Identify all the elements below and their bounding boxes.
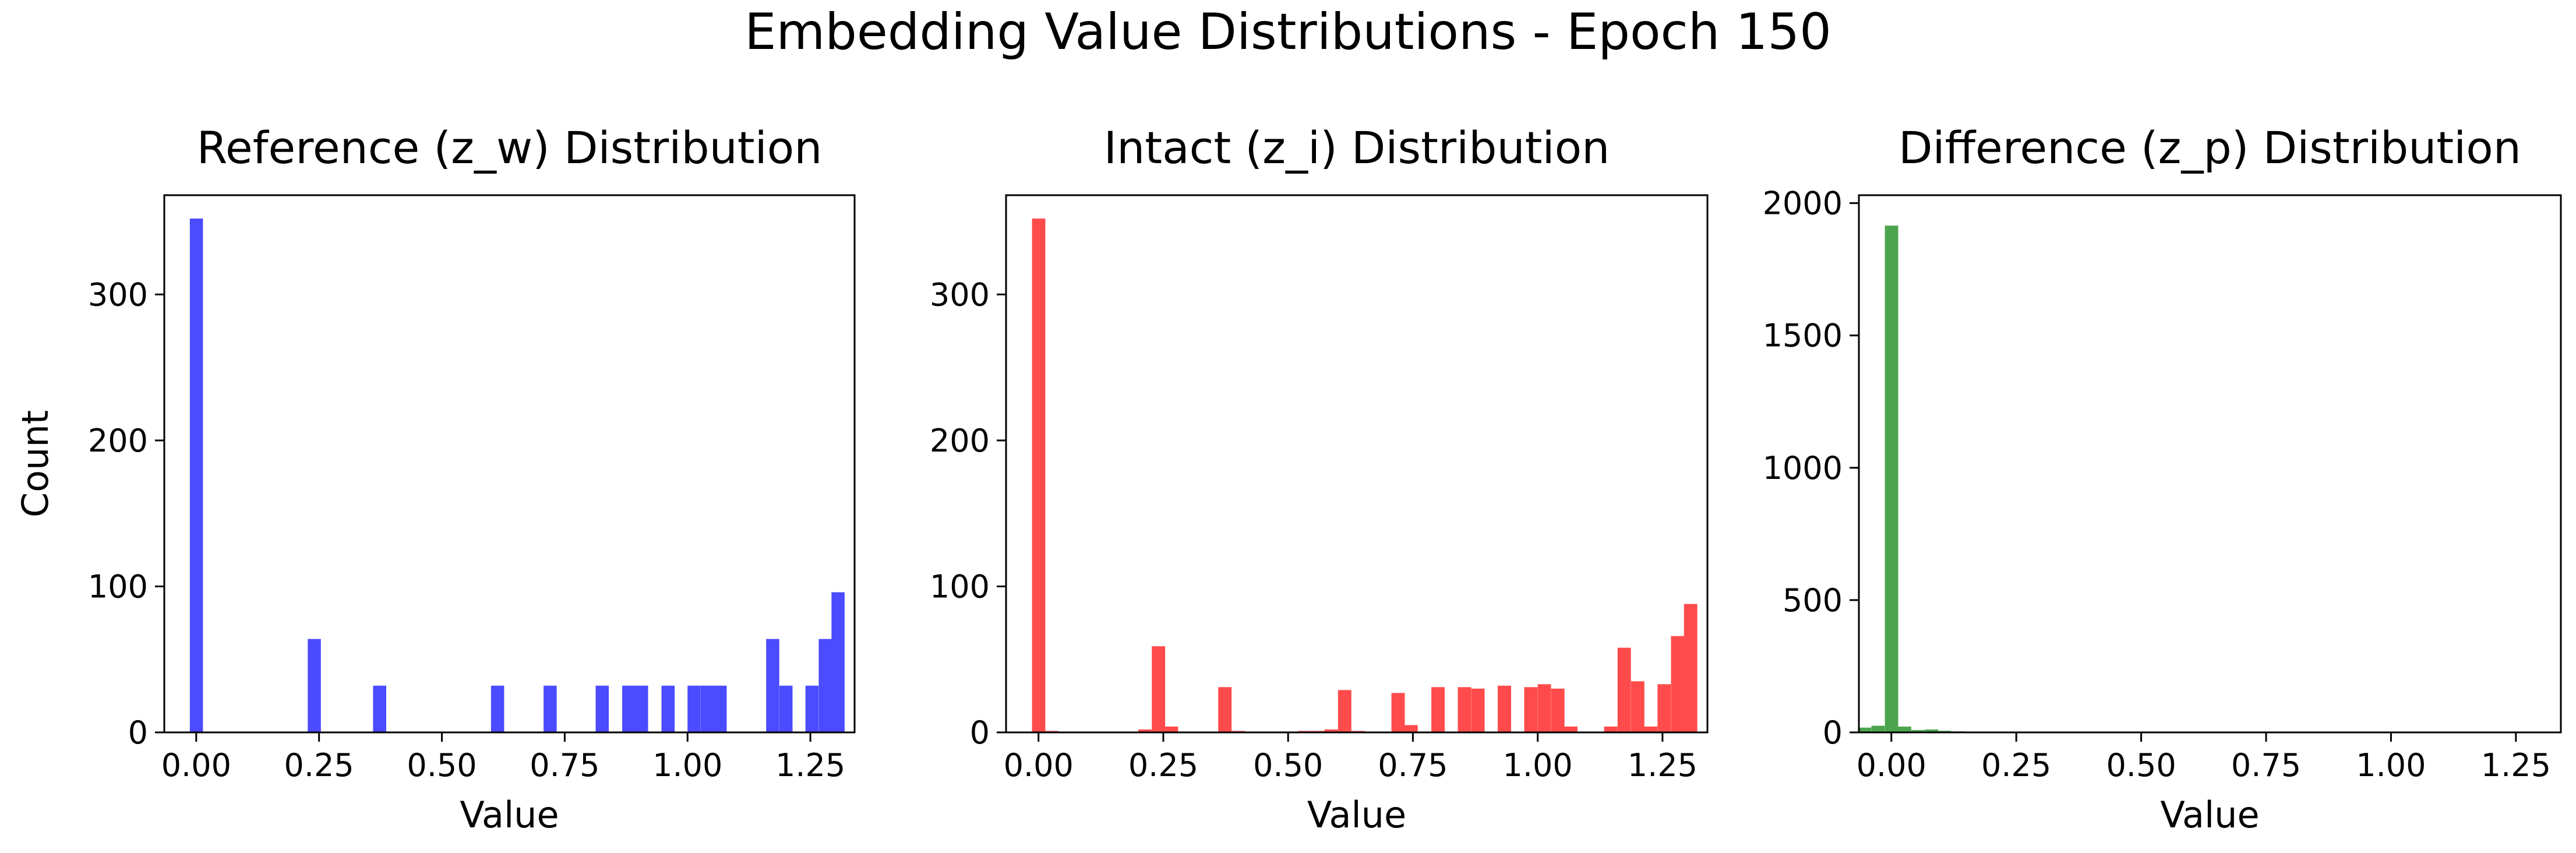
x-tick-label: 1.00 (1503, 747, 1573, 784)
histogram-bar (1324, 729, 1338, 732)
histogram-bar (1524, 687, 1538, 732)
x-tick-label: 0.00 (1004, 747, 1074, 784)
axes-frame (1005, 194, 1709, 734)
y-tick-label: 0 (970, 714, 990, 751)
histogram-bar (779, 685, 793, 732)
histogram-bar (595, 685, 609, 732)
histogram-bar (189, 218, 203, 732)
histogram-bar (1644, 726, 1658, 732)
y-tick-label: 1000 (1763, 450, 1843, 487)
figure-title: Embedding Value Distributions - Epoch 15… (744, 3, 1832, 61)
y-axis-label: Count (14, 410, 57, 517)
histogram-bar (766, 639, 779, 732)
x-tick-label: 0.75 (2231, 747, 2301, 784)
y-tick-label: 200 (88, 422, 148, 459)
histogram-bar (818, 639, 832, 732)
bar-group (1032, 218, 1698, 732)
histogram-bar (1431, 687, 1445, 732)
histogram-bar (1684, 604, 1698, 732)
histogram-bar (1859, 727, 1872, 732)
histogram-bar (544, 685, 557, 732)
x-tick-label: 0.50 (407, 747, 477, 784)
histogram-bar (701, 685, 714, 732)
histogram-bar (1138, 729, 1152, 732)
x-tick-label: 1.00 (2356, 747, 2426, 784)
x-axis-label: Value (460, 794, 559, 836)
histogram-bar (1471, 688, 1485, 732)
histogram-bar (1897, 727, 1911, 732)
histogram-bar (1498, 685, 1511, 732)
x-tick-label: 0.00 (1857, 747, 1926, 784)
histogram-bar (1551, 688, 1565, 732)
histogram-bar (1925, 729, 1939, 732)
histogram-bar (831, 592, 845, 732)
histogram-bar (1032, 218, 1046, 732)
histogram-bar (491, 685, 504, 732)
histogram-bar (1165, 726, 1178, 732)
chart-title: Reference (z_w) Distribution (197, 122, 823, 174)
bar-group (1859, 225, 2005, 732)
histogram-bar (1657, 684, 1671, 732)
y-tick-label: 100 (930, 568, 990, 605)
histogram-bar (1537, 684, 1551, 732)
y-tick-label: 500 (1783, 582, 1843, 619)
y-tick-label: 0 (128, 714, 148, 751)
histogram-bar (622, 685, 636, 732)
histogram-bar (1604, 726, 1618, 732)
x-tick-label: 0.25 (1128, 747, 1198, 784)
x-tick-label: 0.25 (1981, 747, 2051, 784)
y-tick-label: 200 (930, 422, 990, 459)
chart-title: Difference (z_p) Distribution (1899, 122, 2521, 174)
histogram-bar (1617, 647, 1631, 732)
chart-panel-3: 0.00 0.25 0.50 0.75 1.00 1.25 0 500 1000 1500 2000… (1763, 122, 2562, 836)
y-tick-label: 2000 (1763, 185, 1843, 222)
histogram-bar (1152, 646, 1166, 732)
histogram-bar (1404, 725, 1418, 732)
histogram-bar (1871, 725, 1885, 732)
y-tick-label: 0 (1823, 714, 1843, 751)
x-tick-label: 1.25 (775, 747, 845, 784)
axes-frame (1858, 194, 2562, 734)
x-tick-label: 0.75 (1378, 747, 1448, 784)
histogram-bar (1911, 729, 1925, 732)
histogram-bar (805, 685, 819, 732)
chart-panel-1: 0.00 0.25 0.50 0.75 1.00 1.25 0 100 200 300 Refere… (14, 122, 856, 836)
histogram-bar (1458, 687, 1472, 732)
y-tick-label: 300 (88, 276, 148, 313)
x-tick-label: 0.75 (530, 747, 599, 784)
x-axis-label: Value (1307, 794, 1406, 836)
histogram-bar (1671, 636, 1685, 732)
y-tick-label: 300 (930, 276, 990, 313)
chart-panel-2: 0.00 0.25 0.50 0.75 1.00 1.25 0 100 200 300 Intact… (930, 122, 1709, 836)
y-tick-label: 100 (88, 568, 148, 605)
histogram-bar (1631, 681, 1645, 732)
chart-title: Intact (z_i) Distribution (1104, 122, 1610, 174)
histogram-bar (1391, 693, 1405, 732)
histogram-bar (687, 685, 701, 732)
x-tick-label: 0.50 (1253, 747, 1323, 784)
x-tick-label: 0.50 (2106, 747, 2176, 784)
x-tick-label: 0.00 (161, 747, 231, 784)
histogram-bar (308, 639, 321, 732)
histogram-bar (373, 685, 386, 732)
histogram-bar (713, 685, 727, 732)
x-tick-label: 1.25 (1628, 747, 1698, 784)
x-axis-label: Value (2160, 794, 2259, 836)
histogram-bar (1564, 726, 1578, 732)
bar-group (189, 218, 845, 732)
histogram-bar (634, 685, 648, 732)
chart-panels: 0.00 0.25 0.50 0.75 1.00 1.25 0 100 200 300 Refere… (14, 122, 2562, 836)
histogram-bar (1338, 690, 1351, 732)
histogram-bar (661, 685, 675, 732)
histogram-bar (1885, 225, 1899, 732)
axes-frame (163, 194, 856, 734)
y-tick-label: 1500 (1763, 318, 1843, 354)
histogram-bar (1218, 687, 1232, 732)
x-tick-label: 0.25 (284, 747, 354, 784)
x-tick-label: 1.00 (652, 747, 722, 784)
x-tick-label: 1.25 (2481, 747, 2551, 784)
